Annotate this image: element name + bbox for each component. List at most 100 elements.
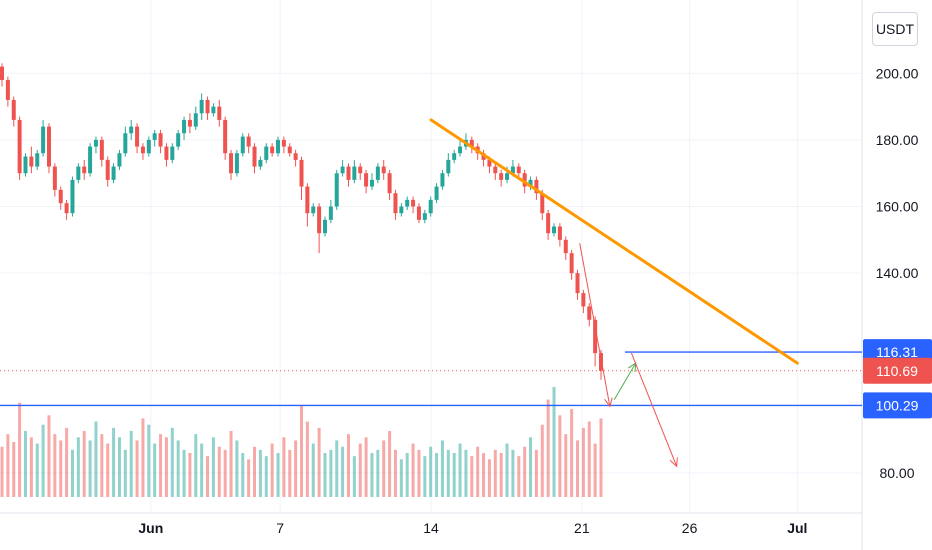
candle-body (575, 273, 580, 294)
candle-body (364, 173, 369, 187)
arrow-line[interactable] (579, 243, 611, 407)
candle-body (76, 166, 81, 180)
candle-body (252, 146, 257, 167)
candle-body (211, 106, 216, 114)
candle-body (381, 166, 386, 174)
volume-bar (47, 415, 51, 497)
candle-body (358, 166, 363, 174)
volume-bar (159, 434, 163, 497)
candle-body (493, 166, 498, 174)
volume-bar (300, 405, 303, 497)
volume-bar (141, 418, 145, 497)
volume-bar (423, 456, 427, 497)
volume-bar (487, 459, 491, 497)
candle-body (505, 173, 510, 180)
candle-body (217, 106, 222, 120)
volume-bar (570, 409, 574, 497)
candle-body (246, 136, 251, 147)
volume-bar (352, 456, 356, 497)
volume-bar (258, 449, 262, 497)
volume-bar (358, 443, 362, 497)
candle-body (93, 139, 98, 147)
candle-body (446, 159, 451, 174)
volume-bar (517, 456, 521, 497)
volume-bar (546, 399, 550, 497)
candle-body (593, 319, 598, 354)
volume-bar (323, 453, 327, 497)
volume-bar (534, 449, 538, 497)
candle-body (11, 99, 16, 120)
candle-body (5, 79, 10, 100)
candle-body (182, 119, 187, 134)
volume-bar (440, 440, 444, 497)
volume-bar (106, 443, 110, 497)
time-tick-label: 14 (423, 520, 439, 536)
candle-body (229, 153, 234, 174)
volume-bar (241, 453, 245, 497)
volume-bar (505, 443, 509, 497)
candle-body (270, 146, 275, 154)
candle-body (334, 173, 339, 207)
candle-body (111, 166, 116, 180)
candle-body (375, 166, 380, 180)
candle-body (399, 206, 404, 214)
volume-bar (129, 431, 133, 497)
volume-bar (12, 442, 16, 497)
volume-bar (587, 421, 591, 497)
arrow-line[interactable] (630, 352, 678, 467)
currency-selector[interactable]: USDT (872, 12, 918, 46)
volume-bar (376, 449, 380, 497)
candle-body (123, 133, 128, 154)
candle-body (516, 166, 521, 174)
volume-bar (206, 456, 210, 497)
volume-bar (153, 443, 157, 497)
price-tag (863, 357, 932, 384)
candle-body (487, 159, 492, 167)
volume-bar (235, 440, 239, 497)
candle-body (534, 179, 539, 194)
volume-bar (346, 434, 350, 497)
volume-bar (200, 443, 204, 497)
time-tick-label: 7 (276, 520, 284, 536)
volume-bar (176, 440, 180, 497)
candle-body (528, 179, 533, 187)
candle-body (281, 139, 286, 147)
volume-bar (288, 449, 292, 497)
price-tag-label: 110.69 (876, 363, 918, 379)
volume-bar (599, 418, 603, 497)
volume-bar (576, 440, 580, 497)
price-tick-label: 80.00 (879, 465, 914, 481)
volume-bar (529, 437, 533, 497)
candle-body (234, 153, 239, 174)
time-tick-label: 21 (574, 520, 590, 536)
time-tick-label: Jul (787, 520, 807, 536)
arrow-line[interactable] (613, 362, 637, 400)
candle-body (46, 126, 51, 167)
volume-bar (264, 456, 268, 497)
candle-body (469, 139, 474, 147)
candle-body (258, 159, 263, 167)
candle-body (322, 219, 327, 234)
volume-bar (294, 440, 298, 497)
volume-bar (53, 434, 57, 497)
volume-bar (399, 459, 403, 497)
candle-body (569, 253, 574, 274)
candle-body (140, 146, 145, 154)
volume-bar (276, 453, 280, 497)
time-tick-label: Jun (138, 520, 163, 536)
volume-bar (282, 437, 286, 497)
volume-bar (558, 415, 562, 497)
candle-body (193, 113, 198, 127)
price-tick-label: 180.00 (876, 132, 919, 148)
volume-bar (335, 440, 339, 497)
volume-bar (59, 440, 63, 497)
arrow-head (604, 397, 613, 408)
candle-body (422, 213, 427, 220)
candle-body (452, 153, 457, 160)
trendline[interactable] (429, 118, 799, 365)
volume-bar (41, 424, 45, 497)
volume-bar (135, 440, 139, 497)
candle-body (293, 153, 298, 160)
volume-bar (452, 453, 456, 497)
